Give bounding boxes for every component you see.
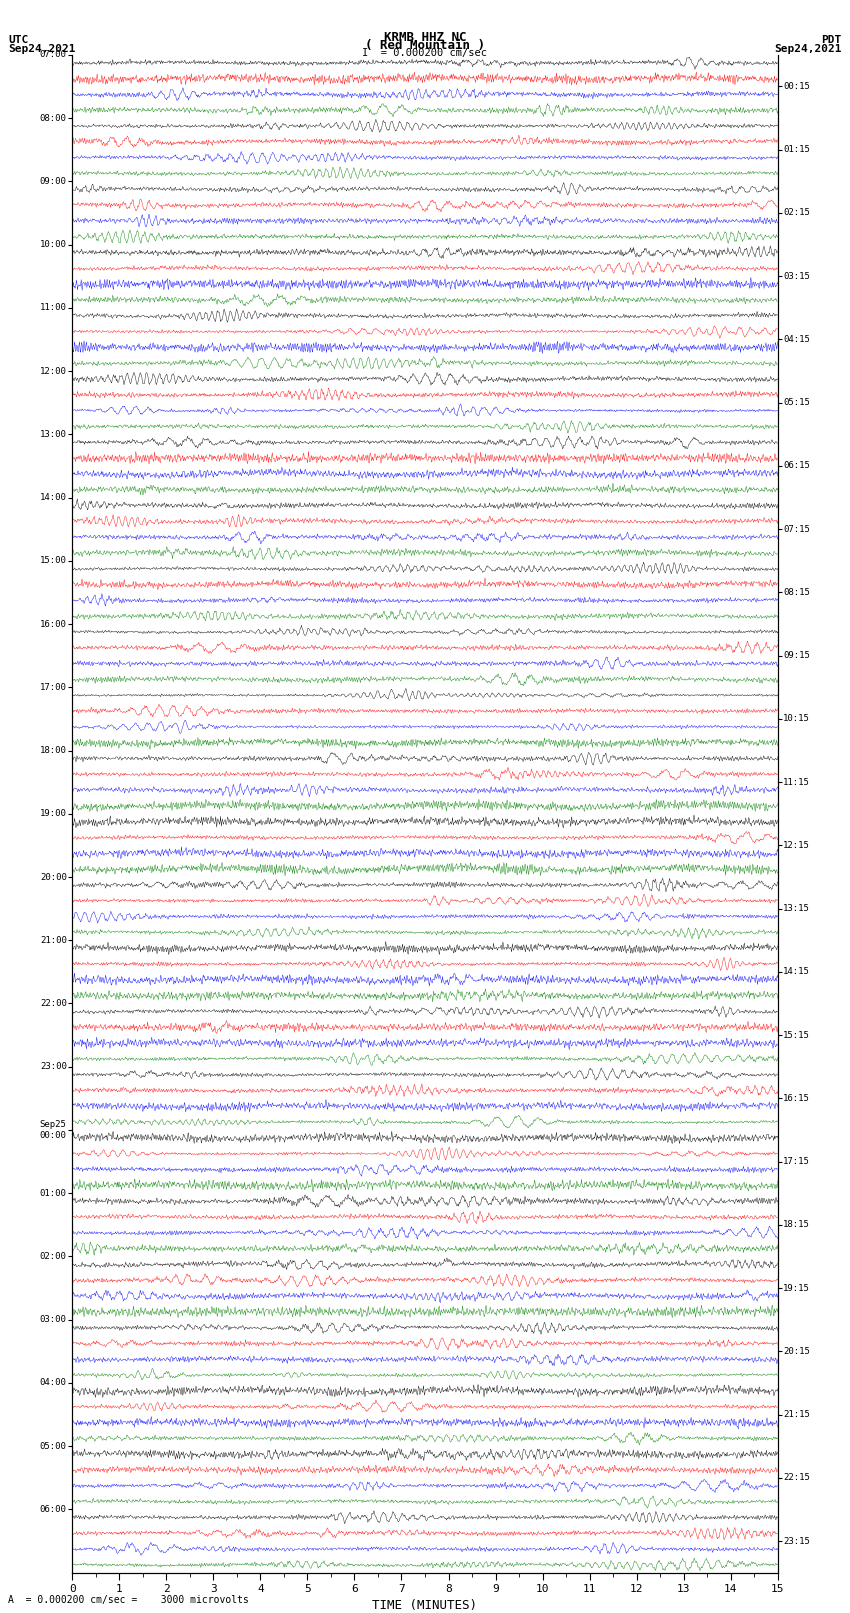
Text: PDT: PDT (821, 35, 842, 45)
Text: A  = 0.000200 cm/sec =    3000 microvolts: A = 0.000200 cm/sec = 3000 microvolts (8, 1595, 249, 1605)
X-axis label: TIME (MINUTES): TIME (MINUTES) (372, 1598, 478, 1611)
Text: KRMB HHZ NC: KRMB HHZ NC (383, 31, 467, 44)
Text: Sep24,2021: Sep24,2021 (8, 44, 76, 53)
Text: I  = 0.000200 cm/sec: I = 0.000200 cm/sec (362, 48, 488, 58)
Text: ( Red Mountain ): ( Red Mountain ) (365, 39, 485, 52)
Text: UTC: UTC (8, 35, 29, 45)
Text: Sep24,2021: Sep24,2021 (774, 44, 842, 53)
